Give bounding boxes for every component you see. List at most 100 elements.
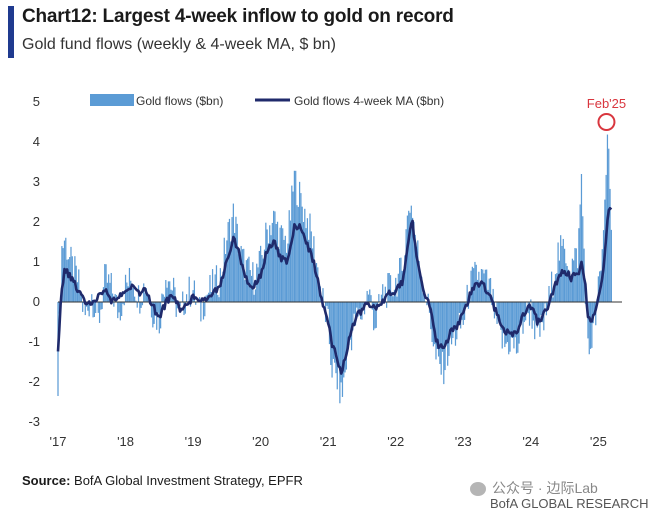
watermark-text: 公众号 · 边际Lab xyxy=(492,480,598,496)
bar xyxy=(200,302,202,322)
bar xyxy=(98,302,101,323)
bar xyxy=(408,210,410,302)
bar xyxy=(127,286,129,302)
bar xyxy=(337,302,340,366)
bar xyxy=(122,302,124,304)
bar xyxy=(296,205,298,302)
bar xyxy=(580,173,583,302)
x-tick-label: '24 xyxy=(522,434,539,449)
bar xyxy=(391,291,393,302)
bar xyxy=(573,260,575,302)
bar xyxy=(254,289,257,302)
bar xyxy=(506,302,509,343)
bar xyxy=(409,212,411,302)
bar xyxy=(185,294,188,302)
bar xyxy=(298,181,301,302)
bar xyxy=(480,269,483,302)
bar xyxy=(497,302,499,316)
bar xyxy=(444,302,446,371)
bar xyxy=(250,275,253,302)
bar xyxy=(282,228,284,302)
bar xyxy=(124,274,127,302)
source-label: Source: xyxy=(22,473,71,488)
bar xyxy=(97,302,99,313)
bar xyxy=(226,240,228,302)
bar xyxy=(179,302,181,307)
bar xyxy=(554,274,557,302)
bar xyxy=(534,302,536,340)
bar xyxy=(443,302,445,385)
bar xyxy=(128,267,131,302)
bar xyxy=(102,287,105,302)
bar xyxy=(556,273,558,302)
bar xyxy=(300,193,302,302)
bar xyxy=(406,215,409,302)
bar xyxy=(447,302,449,366)
bar xyxy=(293,170,296,302)
bar xyxy=(352,302,354,331)
bar xyxy=(285,252,288,302)
bar xyxy=(88,302,90,317)
y-tick-label: 4 xyxy=(33,134,40,149)
bar xyxy=(315,263,318,302)
bar xyxy=(402,276,405,302)
bar xyxy=(167,281,170,302)
bar xyxy=(570,276,572,302)
bar xyxy=(449,302,451,331)
bar xyxy=(593,302,596,315)
bar xyxy=(457,302,459,323)
bar xyxy=(195,302,197,305)
bar xyxy=(230,241,232,302)
bar xyxy=(465,302,467,304)
bar xyxy=(301,206,303,302)
bar xyxy=(396,296,398,302)
bar xyxy=(182,291,184,302)
source-note: Source: BofA Global Investment Strategy,… xyxy=(22,473,303,488)
bar xyxy=(569,271,571,302)
bar xyxy=(486,269,488,302)
bar xyxy=(505,302,507,344)
bar xyxy=(579,204,581,302)
bar xyxy=(308,239,310,302)
bar xyxy=(175,302,177,317)
bar xyxy=(508,302,510,355)
bar xyxy=(236,223,238,302)
bar xyxy=(253,294,255,302)
bar xyxy=(252,262,254,302)
bar xyxy=(540,302,542,316)
bar xyxy=(445,302,448,345)
bar xyxy=(213,293,215,302)
bar xyxy=(92,302,94,318)
bar xyxy=(404,255,406,302)
bar xyxy=(118,302,120,313)
bar xyxy=(458,302,460,313)
bar xyxy=(591,302,593,348)
bar xyxy=(471,266,473,302)
bar xyxy=(152,302,154,328)
bar xyxy=(418,261,420,302)
bar xyxy=(234,232,236,302)
bar xyxy=(576,268,579,302)
bar xyxy=(193,280,196,302)
bar xyxy=(436,302,438,349)
bar xyxy=(306,218,309,302)
bar xyxy=(322,288,324,302)
bar xyxy=(267,243,270,302)
bar xyxy=(343,302,345,378)
bar xyxy=(273,210,275,302)
peak-annotation-label: Feb'25 xyxy=(587,96,626,111)
bar xyxy=(135,300,137,302)
bar xyxy=(513,302,515,349)
bar xyxy=(519,302,522,322)
legend-label-line: Gold flows 4-week MA ($bn) xyxy=(294,94,444,108)
bar xyxy=(558,260,561,302)
bar xyxy=(100,302,102,310)
bar xyxy=(336,302,338,390)
bar xyxy=(66,259,68,302)
bar xyxy=(500,302,502,330)
bar xyxy=(79,294,81,302)
bar xyxy=(121,302,123,317)
bar xyxy=(169,281,171,302)
bar xyxy=(304,208,306,302)
bar xyxy=(84,302,86,316)
